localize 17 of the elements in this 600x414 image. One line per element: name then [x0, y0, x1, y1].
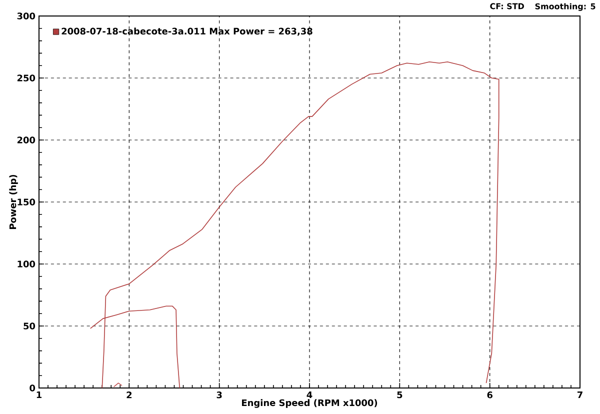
y-tick-label: 250: [17, 74, 36, 82]
y-axis-title: Power (hp): [9, 174, 18, 229]
y-tick-label: 0: [30, 384, 36, 392]
x-tick-label: 4: [306, 392, 312, 398]
x-tick-label: 2: [126, 392, 132, 398]
legend-label: 2008-07-18-cabecote-3a.011 Max Power = 263,38: [62, 28, 312, 36]
y-tick-label: 150: [18, 198, 36, 206]
y-tick-label: 50: [24, 322, 36, 330]
x-tick-label: 6: [487, 392, 492, 398]
x-tick-label: 7: [577, 392, 582, 398]
x-tick-label: 3: [216, 392, 222, 398]
x-tick-label: 5: [397, 392, 402, 398]
x-tick-label: 1: [36, 392, 42, 398]
y-tick-label: 200: [17, 136, 36, 144]
x-axis-title: Engine Speed (RPM x1000): [242, 399, 378, 408]
y-tick-label: 300: [17, 12, 36, 20]
y-tick-label: 100: [18, 260, 36, 268]
